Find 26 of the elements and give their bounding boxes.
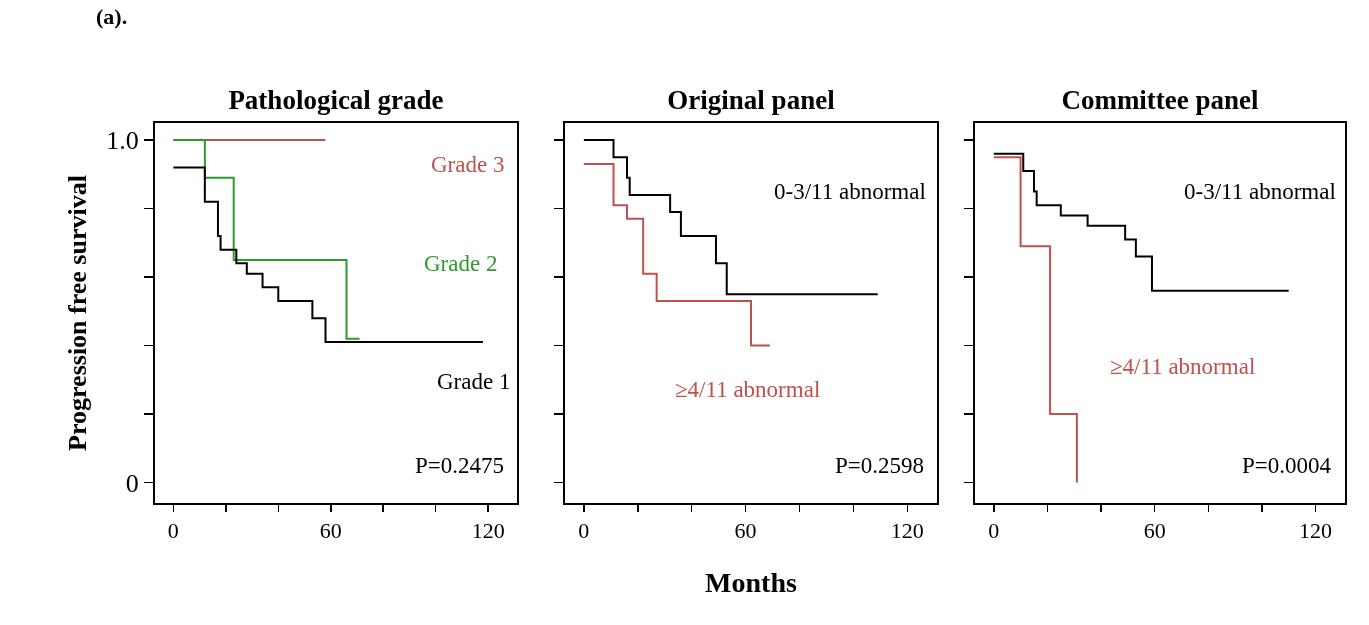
chart-title: Committee panel xyxy=(1061,85,1260,116)
chart-title: Original panel xyxy=(667,85,836,116)
annotation: P=0.2598 xyxy=(835,453,925,478)
text: 0-3/11 abnormal xyxy=(774,179,926,204)
annotation: P=0.0004 xyxy=(1242,453,1332,478)
x-tick-label: 120 xyxy=(1299,518,1333,544)
x-tick-label: 120 xyxy=(890,518,924,544)
chart-title: Pathological grade xyxy=(228,85,444,116)
x-tick-label: 60 xyxy=(734,518,757,544)
x-tick-label: 120 xyxy=(471,518,505,544)
text: 0-3/11 abnormal xyxy=(1184,179,1336,204)
x-tick-label: 0 xyxy=(578,518,590,544)
x-tick-label: 0 xyxy=(988,518,1000,544)
annotation: P=0.2475 xyxy=(415,453,505,478)
text: Grade 3 xyxy=(431,152,505,177)
x-tick-label: 0 xyxy=(167,518,179,544)
x-axis-title: Months xyxy=(705,567,797,598)
y-tick-label: 1.0 xyxy=(106,126,139,156)
x-tick-label: 60 xyxy=(1143,518,1166,544)
x-tick-label: 60 xyxy=(319,518,342,544)
text: Grade 2 xyxy=(424,251,498,276)
y-axis-title: Progression free survival xyxy=(63,175,93,451)
text: ≥4/11 abnormal xyxy=(1110,354,1256,379)
text: (a). xyxy=(96,4,128,29)
series-label: ≥4/11 abnormal xyxy=(675,377,821,402)
series-label: Grade 1 xyxy=(437,369,511,394)
